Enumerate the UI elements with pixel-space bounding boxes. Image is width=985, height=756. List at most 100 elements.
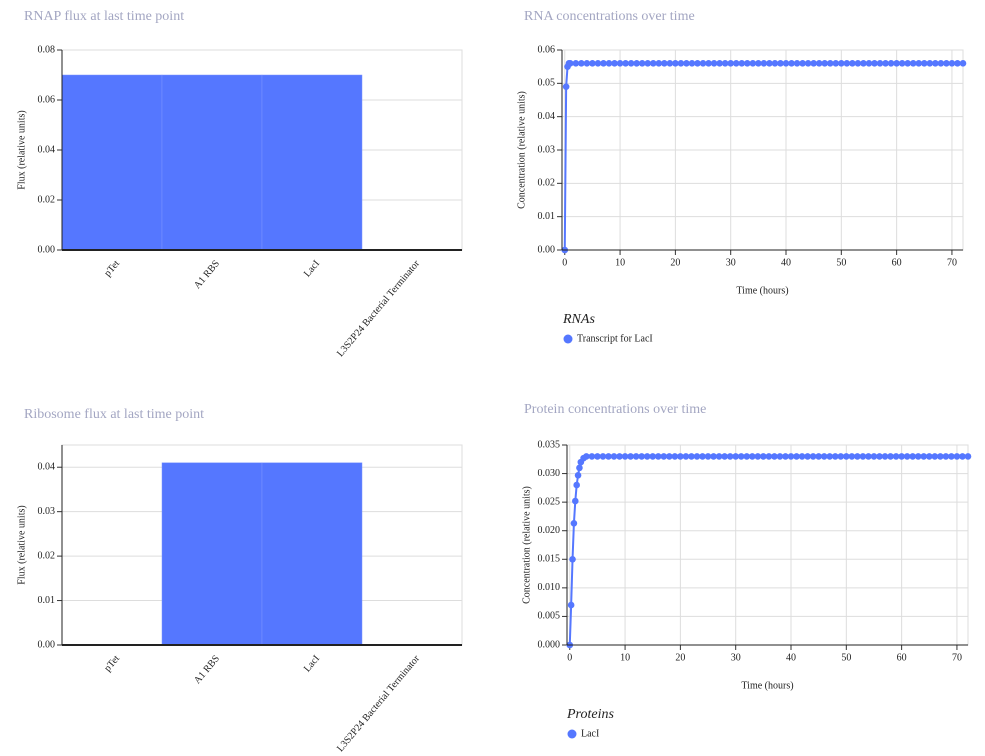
data-point <box>865 60 873 67</box>
legend-title: Proteins <box>566 707 614 722</box>
y-axis-label: Concentration (relative units) <box>521 486 532 604</box>
chart-title: Protein concentrations over time <box>524 402 706 417</box>
data-point <box>671 453 679 460</box>
data-point <box>578 60 585 67</box>
data-point <box>920 60 928 67</box>
x-tick-label: 10 <box>620 652 630 663</box>
data-point <box>804 453 811 460</box>
data-point <box>831 453 839 460</box>
data-point <box>892 453 900 460</box>
data-point <box>570 519 578 527</box>
data-point <box>959 453 966 460</box>
data-point <box>716 60 723 67</box>
data-point <box>721 60 729 67</box>
y-tick-label: 0.00 <box>38 244 56 255</box>
x-tick-label: 50 <box>836 257 846 268</box>
data-point <box>820 453 828 460</box>
x-tick-label: pTet <box>102 653 122 674</box>
x-tick-label: A1 RBS <box>192 258 222 291</box>
data-point <box>942 453 950 460</box>
legend-title: RNAs <box>562 312 595 327</box>
y-tick-label: 0.06 <box>38 94 56 105</box>
data-point <box>876 60 884 67</box>
data-point <box>832 60 840 67</box>
data-point <box>887 60 895 67</box>
data-point <box>661 60 668 67</box>
data-point <box>903 453 911 460</box>
y-tick-label: 0.035 <box>538 439 561 450</box>
y-tick-label: 0.02 <box>38 550 56 561</box>
data-point <box>611 60 618 67</box>
plot-frame <box>566 444 969 646</box>
data-point <box>760 60 768 67</box>
y-tick-label: 0.02 <box>538 178 556 189</box>
data-point <box>677 453 684 460</box>
data-point <box>865 453 872 460</box>
y-axis-label: Flux (relative units) <box>16 505 27 584</box>
data-point <box>859 453 867 460</box>
data-point <box>655 60 663 67</box>
y-tick-label: 0.00 <box>538 244 556 255</box>
series-line <box>563 62 963 251</box>
data-point <box>915 60 923 67</box>
data-point <box>572 60 580 67</box>
x-tick-label: 0 <box>567 652 572 663</box>
data-point <box>782 453 789 460</box>
x-tick-label: 50 <box>841 652 851 663</box>
data-point <box>632 453 640 460</box>
data-point <box>573 481 580 489</box>
data-point <box>732 60 740 67</box>
data-point <box>848 453 856 460</box>
data-point <box>562 83 570 90</box>
data-point <box>600 60 607 67</box>
data-point <box>771 60 779 67</box>
y-tick-label: 0.04 <box>38 144 56 155</box>
data-point <box>959 60 967 67</box>
data-point <box>737 453 745 460</box>
data-point <box>688 453 695 460</box>
data-point <box>766 60 773 67</box>
data-point <box>649 453 657 460</box>
x-tick-label: 70 <box>952 652 962 663</box>
x-tick-label: L3S2P24 Bacterial Terminator <box>335 258 423 359</box>
data-point <box>694 60 701 67</box>
data-point <box>710 453 717 460</box>
data-point <box>749 60 757 67</box>
data-point <box>909 453 916 460</box>
data-point <box>682 453 690 460</box>
data-point <box>954 60 961 67</box>
data-point <box>571 497 579 505</box>
data-point <box>860 60 867 67</box>
x-tick-label: 40 <box>781 257 791 268</box>
y-tick-label: 0.02 <box>38 194 56 205</box>
data-point <box>672 60 679 67</box>
data-point <box>854 453 861 460</box>
data-point <box>925 453 933 460</box>
y-tick-label: 0.03 <box>38 506 56 517</box>
data-point <box>715 453 723 460</box>
y-tick-label: 0.03 <box>538 144 556 155</box>
data-point <box>776 453 784 460</box>
data-point <box>893 60 900 67</box>
data-point <box>649 60 657 67</box>
bar <box>161 74 263 251</box>
data-point <box>666 60 674 67</box>
data-point <box>771 453 778 460</box>
data-point <box>876 453 883 460</box>
data-point <box>826 453 834 460</box>
y-tick-label: 0.04 <box>538 111 556 122</box>
data-point <box>677 60 685 67</box>
y-axis-label: Concentration (relative units) <box>516 91 527 209</box>
data-point <box>871 60 878 67</box>
x-tick-label: LacI <box>302 258 322 279</box>
data-point <box>688 60 696 67</box>
x-tick-label: 20 <box>675 652 685 663</box>
data-point <box>644 60 652 67</box>
x-tick-label: 60 <box>897 652 907 663</box>
data-point <box>660 453 668 460</box>
y-tick-label: 0.005 <box>538 611 561 622</box>
data-point <box>881 453 889 460</box>
y-tick-label: 0.000 <box>538 639 561 650</box>
data-point <box>765 453 773 460</box>
